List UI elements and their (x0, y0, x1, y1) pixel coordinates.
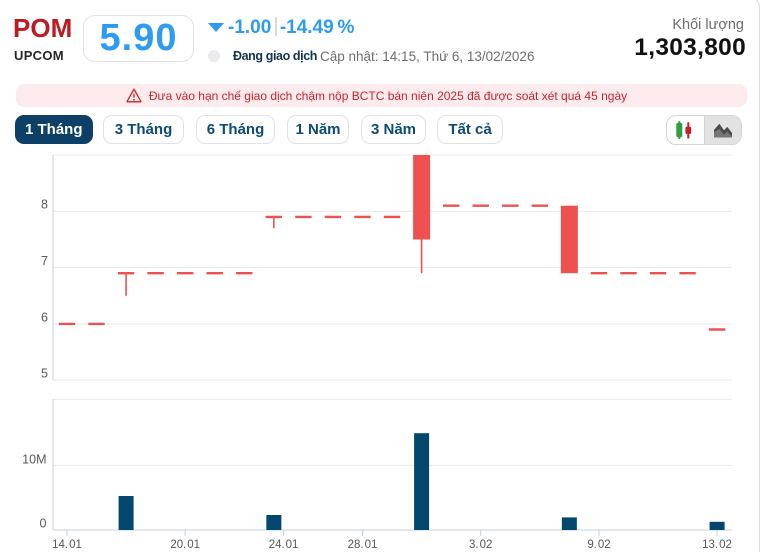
svg-text:3. 02: 3. 02 (469, 539, 492, 551)
svg-text:10M: 10M (22, 452, 46, 466)
svg-text:13. 02: 13. 02 (702, 539, 732, 551)
svg-text:0: 0 (40, 517, 47, 531)
svg-text:5: 5 (41, 366, 48, 380)
svg-text:9. 02: 9. 02 (587, 539, 610, 551)
svg-text:8: 8 (41, 198, 48, 212)
svg-text:24. 01: 24. 01 (269, 539, 299, 551)
svg-text:20. 01: 20. 01 (170, 539, 200, 551)
svg-text:7: 7 (41, 254, 48, 268)
svg-text:6: 6 (41, 310, 48, 324)
svg-text:14. 01: 14. 01 (52, 539, 82, 551)
svg-text:28. 01: 28. 01 (348, 539, 378, 551)
